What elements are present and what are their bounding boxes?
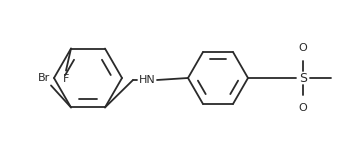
Text: HN: HN <box>139 75 156 85</box>
Text: F: F <box>63 74 69 84</box>
Text: O: O <box>299 43 308 53</box>
Text: O: O <box>299 103 308 113</box>
Text: S: S <box>299 71 307 85</box>
Text: Br: Br <box>38 73 50 83</box>
